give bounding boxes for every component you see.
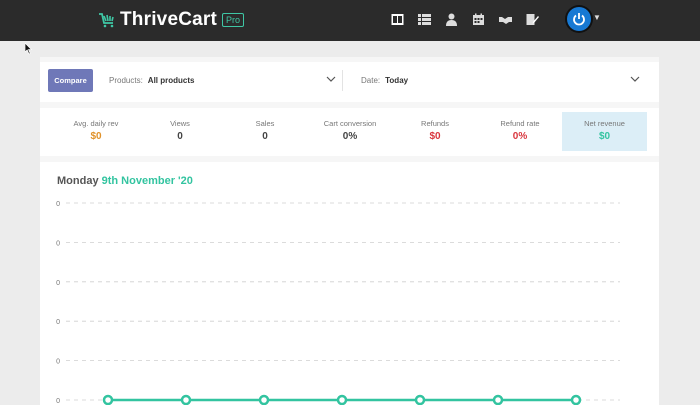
app-name: ThriveCart	[120, 9, 218, 30]
stats-bar	[40, 108, 659, 156]
stat-sales: Sales 0	[225, 112, 305, 142]
handshake-icon[interactable]	[498, 12, 512, 26]
stat-value: 0	[177, 131, 183, 142]
stat-views: Views 0	[140, 112, 220, 142]
products-label: Products:	[109, 76, 143, 85]
stat-label: Refunds	[421, 119, 449, 128]
mouse-cursor-icon	[25, 43, 33, 55]
stat-net-revenue: Net revenue $0	[562, 112, 647, 151]
edit-document-icon[interactable]	[525, 12, 539, 26]
pro-badge: Pro	[222, 13, 245, 27]
chart-title: Monday 9th November '20	[57, 175, 193, 187]
stat-label: Sales	[255, 119, 275, 128]
products-value: All products	[147, 76, 195, 85]
data-point[interactable]	[414, 394, 426, 405]
revenue-line-chart: 0 0 0 0 0 0	[56, 201, 620, 405]
date-label: Date:	[361, 76, 381, 85]
date-value: Today	[385, 76, 409, 85]
calendar-icon[interactable]	[471, 12, 485, 26]
chevron-down-icon[interactable]: ▼	[593, 13, 601, 22]
chart-card	[40, 162, 659, 405]
stat-avg-daily-rev: Avg. daily rev $0	[56, 112, 136, 142]
stat-refund-rate: Refund rate 0%	[480, 112, 560, 142]
stat-cart-conversion: Cart conversion 0%	[310, 112, 390, 142]
data-point[interactable]	[180, 394, 192, 405]
y-tick-label: 0	[56, 201, 60, 208]
account-power-button[interactable]	[567, 7, 591, 31]
data-point[interactable]	[570, 394, 582, 405]
y-tick-label: 0	[56, 359, 60, 366]
thrivecart-logo[interactable]: ThriveCart Pro	[98, 9, 245, 31]
y-tick-label: 0	[56, 240, 60, 247]
stat-label: Net revenue	[584, 119, 625, 128]
data-point[interactable]	[102, 394, 114, 405]
compare-button[interactable]: Compare	[48, 69, 93, 92]
data-point[interactable]	[492, 394, 504, 405]
main-nav	[390, 12, 552, 26]
chart-title-date: 9th November '20	[101, 175, 193, 187]
y-tick-label: 0	[56, 280, 60, 287]
user-icon[interactable]	[444, 12, 458, 26]
stat-label: Avg. daily rev	[73, 119, 119, 128]
cart-logo-icon	[99, 13, 114, 28]
chevron-down-icon	[326, 76, 336, 82]
list-icon[interactable]	[417, 12, 431, 26]
stat-value: 0%	[512, 131, 528, 142]
data-point[interactable]	[258, 394, 270, 405]
date-select[interactable]: Date: Today	[350, 69, 647, 92]
power-icon	[573, 13, 585, 26]
products-select[interactable]: Products: All products	[100, 69, 343, 92]
chevron-down-icon	[630, 76, 640, 82]
stat-value: 0%	[342, 131, 358, 142]
stat-label: Cart conversion	[323, 119, 377, 128]
stat-label: Views	[170, 119, 190, 128]
data-point[interactable]	[336, 394, 348, 405]
stat-label: Refund rate	[500, 119, 540, 128]
stat-value: $0	[598, 131, 611, 142]
y-tick-label: 0	[56, 319, 60, 326]
stat-refunds: Refunds $0	[395, 112, 475, 142]
chart-title-day: Monday	[57, 175, 99, 187]
stat-value: 0	[262, 131, 268, 142]
stat-value: $0	[90, 131, 102, 142]
filter-divider	[342, 70, 343, 91]
dashboard-icon[interactable]	[390, 12, 404, 26]
stat-value: $0	[429, 131, 441, 142]
y-tick-label: 0	[56, 398, 60, 405]
